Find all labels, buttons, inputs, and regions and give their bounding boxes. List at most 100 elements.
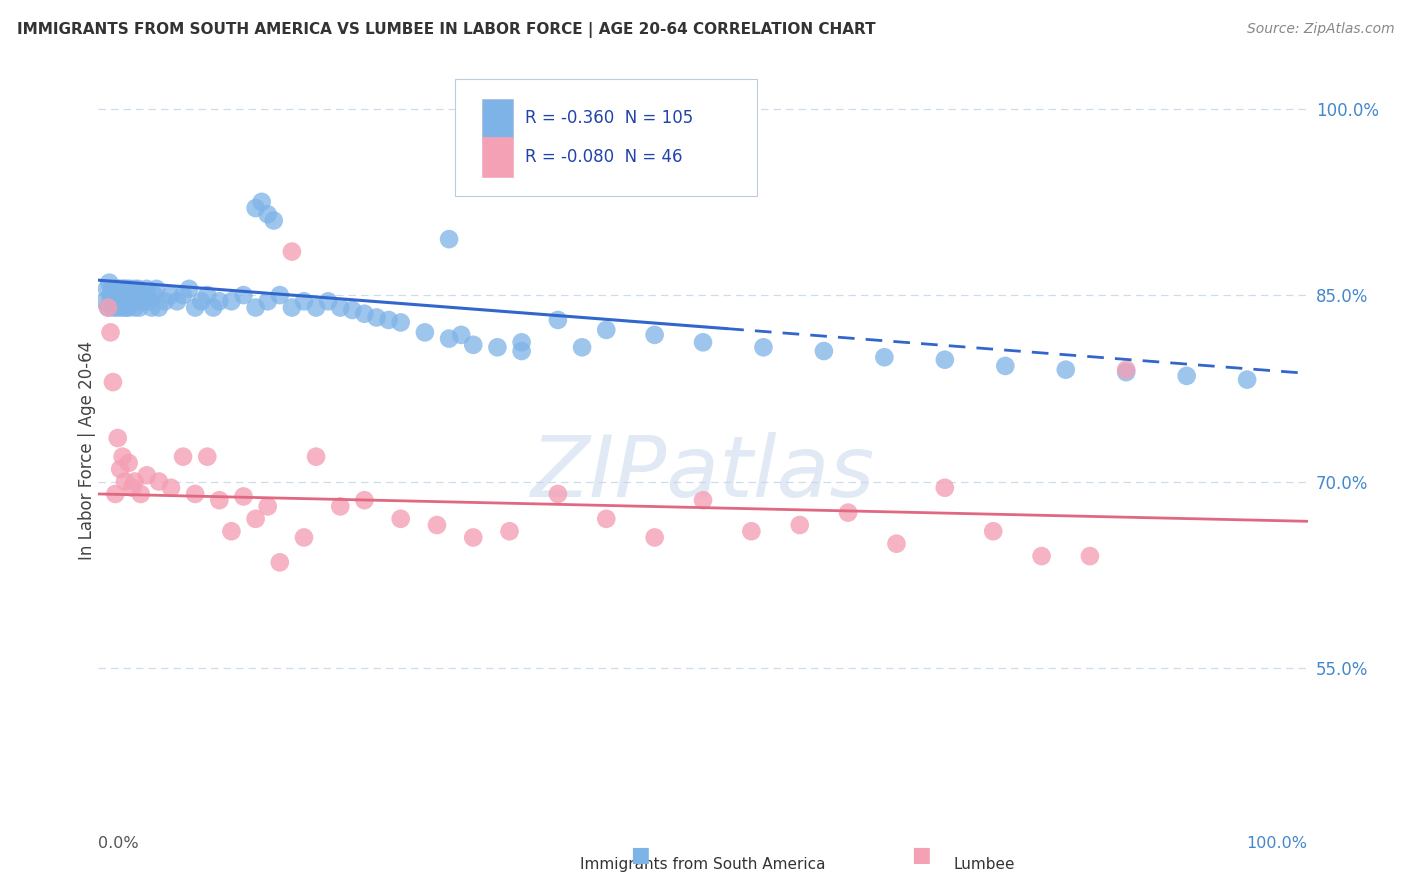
- Point: [105, 282, 128, 296]
- Point: [256, 294, 278, 309]
- Point: [100, 294, 122, 309]
- Point: [127, 288, 149, 302]
- Point: [837, 506, 859, 520]
- Point: [100, 288, 122, 302]
- Point: [426, 518, 449, 533]
- Point: [110, 294, 132, 309]
- Point: [269, 555, 291, 569]
- Point: [101, 288, 124, 302]
- Point: [145, 282, 167, 296]
- Point: [353, 493, 375, 508]
- Point: [232, 288, 254, 302]
- Point: [510, 335, 533, 350]
- FancyBboxPatch shape: [456, 79, 758, 196]
- Point: [316, 294, 339, 309]
- Point: [115, 294, 138, 309]
- Point: [886, 537, 908, 551]
- Text: Lumbee: Lumbee: [953, 857, 1015, 872]
- Point: [129, 288, 152, 302]
- Point: [110, 282, 132, 296]
- Text: ZIPatlas: ZIPatlas: [531, 432, 875, 515]
- Point: [115, 301, 138, 315]
- Point: [389, 512, 412, 526]
- Point: [1115, 365, 1137, 379]
- Point: [292, 531, 315, 545]
- Point: [141, 301, 163, 315]
- Text: IMMIGRANTS FROM SOUTH AMERICA VS LUMBEE IN LABOR FORCE | AGE 20-64 CORRELATION C: IMMIGRANTS FROM SOUTH AMERICA VS LUMBEE …: [17, 22, 876, 38]
- Point: [122, 288, 145, 302]
- Point: [103, 294, 125, 309]
- Point: [202, 301, 225, 315]
- Point: [329, 500, 352, 514]
- Point: [934, 481, 956, 495]
- Point: [131, 294, 153, 309]
- Point: [221, 294, 243, 309]
- Point: [135, 282, 157, 296]
- Point: [114, 475, 136, 489]
- Point: [208, 294, 231, 309]
- Point: [104, 487, 127, 501]
- Point: [366, 310, 388, 325]
- Point: [114, 288, 136, 302]
- Point: [111, 450, 134, 464]
- Point: [160, 288, 183, 302]
- Point: [117, 288, 139, 302]
- Point: [232, 490, 254, 504]
- Point: [128, 301, 150, 315]
- Point: [305, 301, 328, 315]
- Point: [269, 288, 291, 302]
- Point: [1031, 549, 1053, 563]
- Point: [692, 493, 714, 508]
- Point: [135, 468, 157, 483]
- Point: [108, 301, 131, 315]
- Point: [121, 294, 143, 309]
- Point: [160, 481, 183, 495]
- Text: ■: ■: [911, 846, 931, 865]
- Point: [118, 288, 141, 302]
- Point: [934, 352, 956, 367]
- Point: [377, 313, 399, 327]
- Text: Immigrants from South America: Immigrants from South America: [581, 857, 825, 872]
- Point: [389, 315, 412, 329]
- Point: [172, 288, 194, 302]
- Point: [740, 524, 762, 539]
- Point: [127, 282, 149, 296]
- Point: [148, 301, 170, 315]
- Point: [692, 335, 714, 350]
- Point: [752, 340, 775, 354]
- Point: [994, 359, 1017, 373]
- Point: [148, 475, 170, 489]
- Point: [100, 282, 122, 296]
- Point: [107, 282, 129, 296]
- Point: [124, 475, 146, 489]
- Point: [103, 282, 125, 296]
- Point: [1236, 373, 1258, 387]
- Point: [120, 288, 142, 302]
- Point: [292, 294, 315, 309]
- Point: [263, 213, 285, 227]
- Point: [153, 294, 176, 309]
- Point: [256, 500, 278, 514]
- Point: [486, 340, 509, 354]
- Point: [437, 332, 460, 346]
- Point: [981, 524, 1004, 539]
- Text: ■: ■: [630, 846, 650, 865]
- Point: [179, 282, 201, 296]
- Point: [97, 301, 120, 315]
- Point: [571, 340, 593, 354]
- FancyBboxPatch shape: [482, 99, 513, 138]
- Point: [250, 194, 273, 209]
- Point: [96, 282, 118, 296]
- Point: [353, 307, 375, 321]
- Point: [114, 282, 136, 296]
- Point: [100, 326, 122, 340]
- Point: [112, 282, 135, 296]
- Point: [124, 301, 146, 315]
- Point: [108, 282, 131, 296]
- Text: R = -0.360  N = 105: R = -0.360 N = 105: [526, 110, 693, 128]
- Point: [281, 244, 304, 259]
- Point: [93, 294, 115, 309]
- Point: [873, 350, 896, 364]
- Point: [195, 450, 218, 464]
- Point: [547, 313, 569, 327]
